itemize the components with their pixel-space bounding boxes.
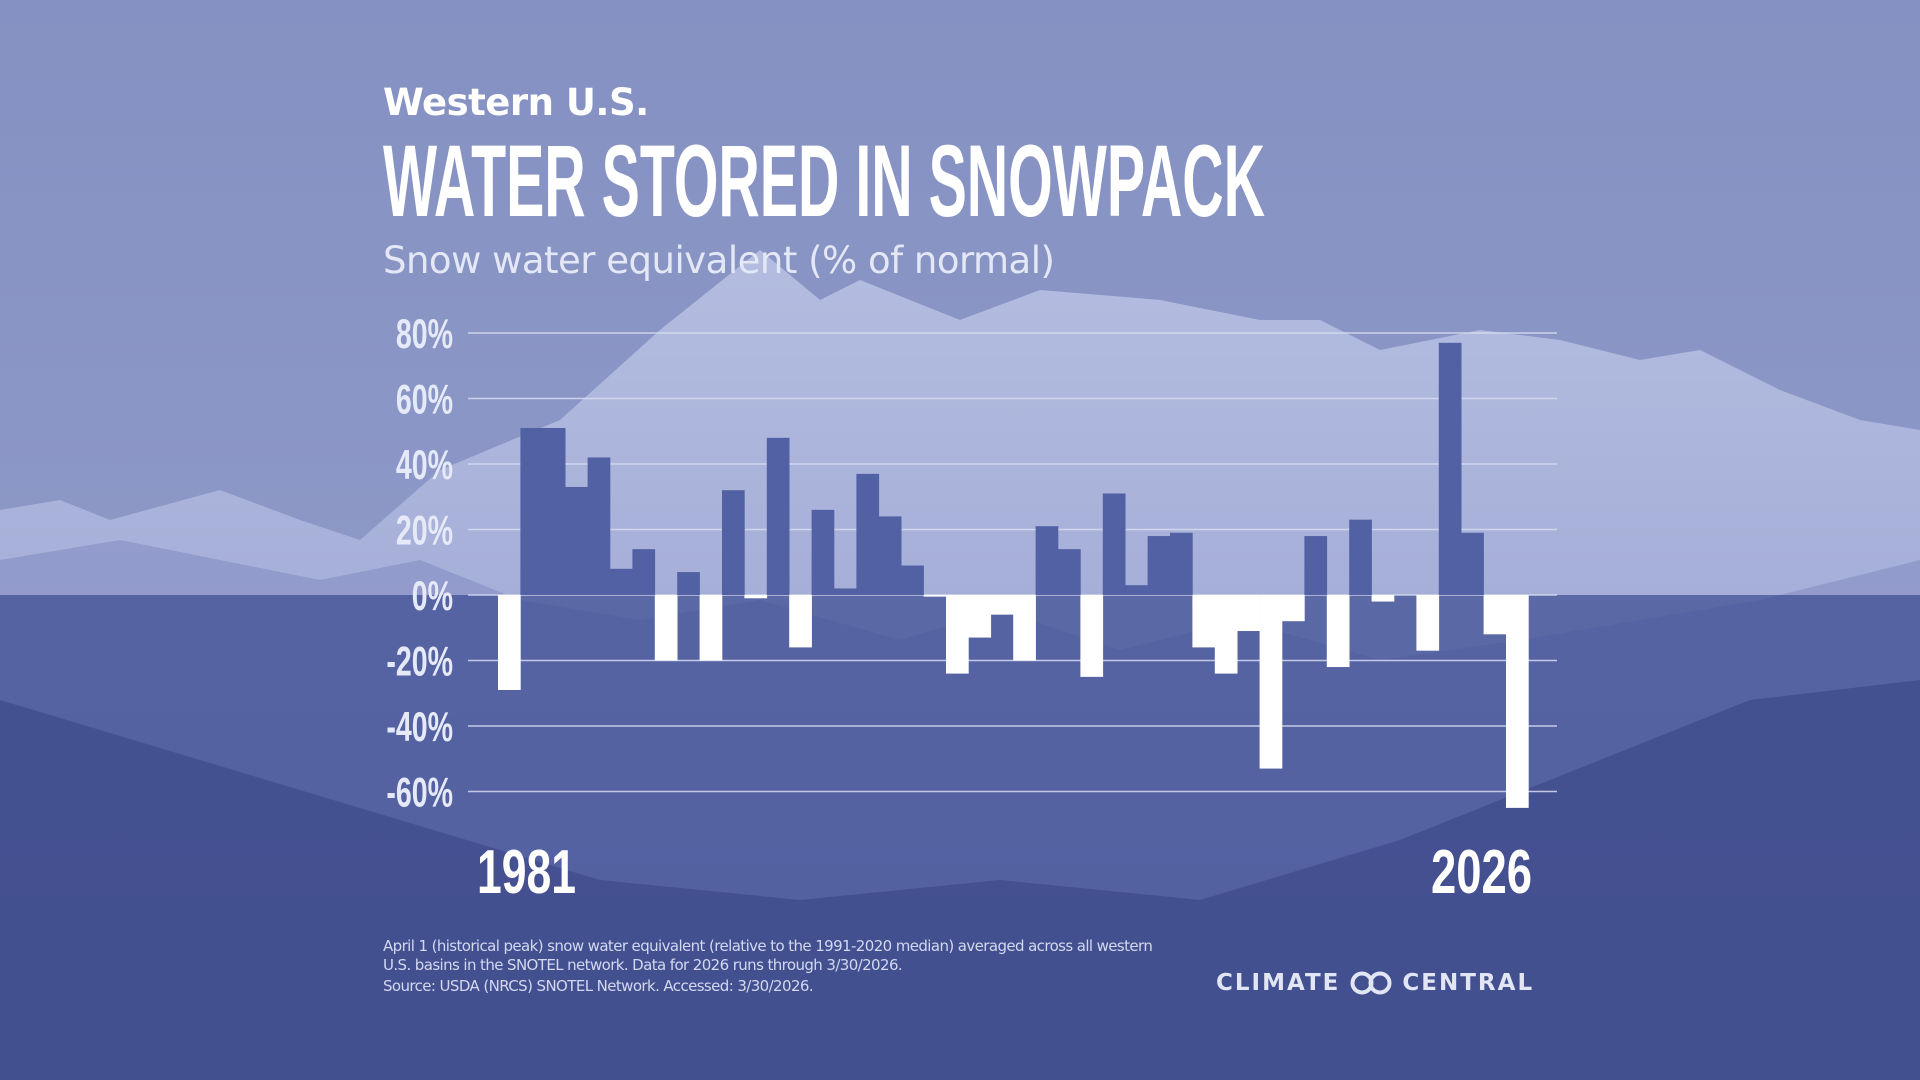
bar-1995: [811, 509, 835, 595]
bar-2025: [1483, 595, 1507, 635]
bar-1997: [856, 473, 880, 595]
footnote-line-2: U.S. basins in the SNOTEL network. Data …: [383, 956, 903, 974]
x-end-label: 2026: [1431, 838, 1532, 907]
bar-2009: [1125, 585, 1148, 595]
bar-2020: [1371, 595, 1395, 602]
logo-text-left: CLIMATE: [1216, 970, 1341, 996]
bar-1989: [677, 572, 700, 595]
bar-2026: [1506, 595, 1529, 808]
bar-1996: [834, 588, 857, 595]
logo-text-right: CENTRAL: [1402, 970, 1535, 996]
bar-2024: [1461, 532, 1484, 595]
bar-1999: [901, 565, 924, 595]
bar-2012: [1192, 595, 1216, 648]
bar-2002: [968, 595, 992, 638]
linked-rings-icon: [1350, 971, 1392, 995]
bar-1998: [878, 516, 902, 595]
bar-2023: [1438, 342, 1462, 595]
bar-2019: [1349, 519, 1372, 595]
bar-2013: [1214, 595, 1238, 674]
bar-2004: [1013, 595, 1036, 661]
bar-2022: [1416, 595, 1440, 651]
bar-2008: [1102, 493, 1126, 595]
bar-2018: [1326, 595, 1350, 668]
chart-title: WATER STORED IN SNOWPACK: [383, 124, 1265, 238]
y-tick-label: 80%: [396, 309, 453, 357]
bar-1984: [565, 486, 588, 595]
y-tick-label: 0%: [412, 571, 453, 619]
bar-2007: [1080, 595, 1104, 677]
footnote: April 1 (historical peak) snow water equ…: [383, 937, 1153, 996]
bar-1993: [766, 437, 790, 595]
bar-1985: [587, 457, 611, 595]
bar-2000: [923, 595, 947, 597]
bar-1986: [610, 568, 633, 595]
bar-2003: [990, 595, 1014, 615]
bar-2016: [1282, 595, 1305, 622]
y-tick-label: -60%: [386, 768, 453, 816]
y-tick-label: 40%: [396, 440, 453, 488]
x-start-label: 1981: [477, 838, 576, 907]
y-tick-label: 20%: [396, 506, 453, 554]
bar-1991: [722, 490, 745, 595]
bar-2015: [1259, 595, 1283, 769]
bar-1982: [520, 427, 544, 595]
bar-1994: [789, 595, 812, 648]
bar-1988: [654, 595, 678, 661]
footnote-line-1: April 1 (historical peak) snow water equ…: [383, 937, 1153, 955]
source-line: Source: USDA (NRCS) SNOTEL Network. Acce…: [383, 977, 814, 995]
bar-2017: [1304, 536, 1328, 595]
y-tick-label: 60%: [396, 375, 453, 423]
bar-1992: [744, 595, 768, 599]
y-tick-label: -40%: [386, 702, 453, 750]
bar-1983: [542, 427, 566, 595]
bar-2005: [1035, 526, 1059, 595]
chart-kicker: Western U.S.: [383, 81, 649, 124]
bar-2006: [1058, 549, 1081, 595]
bar-2014: [1237, 595, 1260, 632]
bar-1987: [632, 549, 656, 595]
bar-1990: [699, 595, 723, 661]
y-tick-label: -20%: [386, 637, 453, 685]
chart-subtitle: Snow water equivalent (% of normal): [383, 239, 1055, 282]
bar-2010: [1147, 536, 1171, 595]
bar-1981: [498, 595, 521, 690]
climate-central-logo: CLIMATE CENTRAL: [1216, 970, 1534, 996]
bar-2001: [946, 595, 969, 674]
bar-2011: [1170, 532, 1193, 595]
